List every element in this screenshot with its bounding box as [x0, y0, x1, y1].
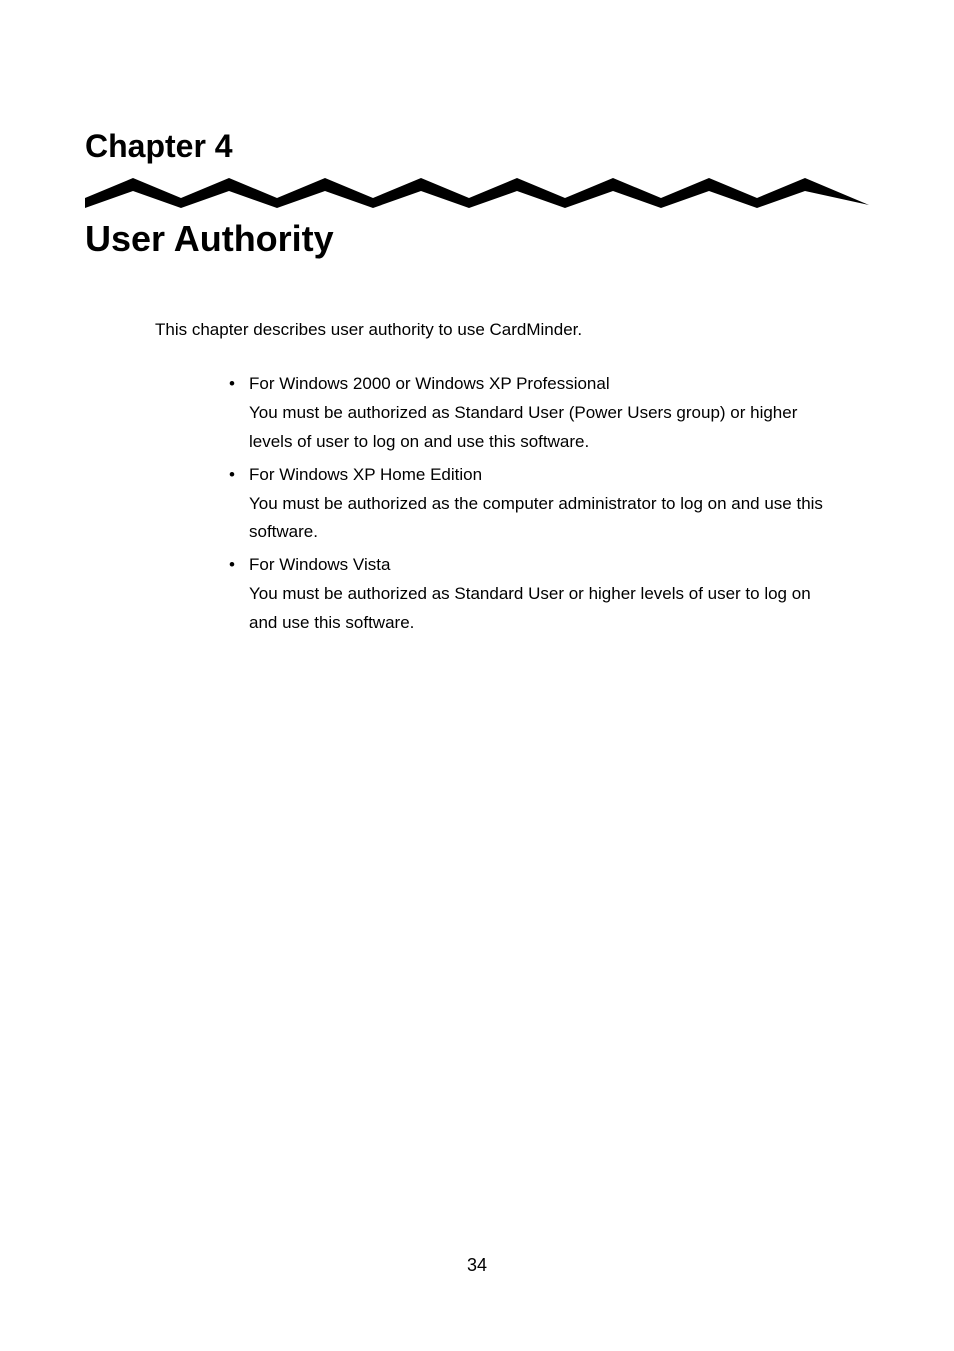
- list-item: For Windows Vista You must be authorized…: [225, 551, 824, 638]
- bullet-title: For Windows XP Home Edition: [249, 461, 824, 490]
- bullet-body: You must be authorized as the computer a…: [249, 490, 824, 548]
- bullet-title: For Windows Vista: [249, 551, 824, 580]
- bullet-title: For Windows 2000 or Windows XP Professio…: [249, 370, 824, 399]
- page-content: Chapter 4 User Authority This chapter de…: [0, 0, 954, 638]
- list-item: For Windows 2000 or Windows XP Professio…: [225, 370, 824, 457]
- page-number: 34: [0, 1255, 954, 1276]
- zigzag-decoration: [85, 173, 869, 213]
- chapter-label: Chapter 4: [85, 128, 869, 165]
- bullet-body: You must be authorized as Standard User …: [249, 580, 824, 638]
- list-item: For Windows XP Home Edition You must be …: [225, 461, 824, 548]
- intro-paragraph: This chapter describes user authority to…: [155, 320, 869, 340]
- bullet-list: For Windows 2000 or Windows XP Professio…: [225, 370, 824, 638]
- page-title: User Authority: [85, 218, 869, 260]
- bullet-body: You must be authorized as Standard User …: [249, 399, 824, 457]
- zigzag-icon: [85, 173, 869, 213]
